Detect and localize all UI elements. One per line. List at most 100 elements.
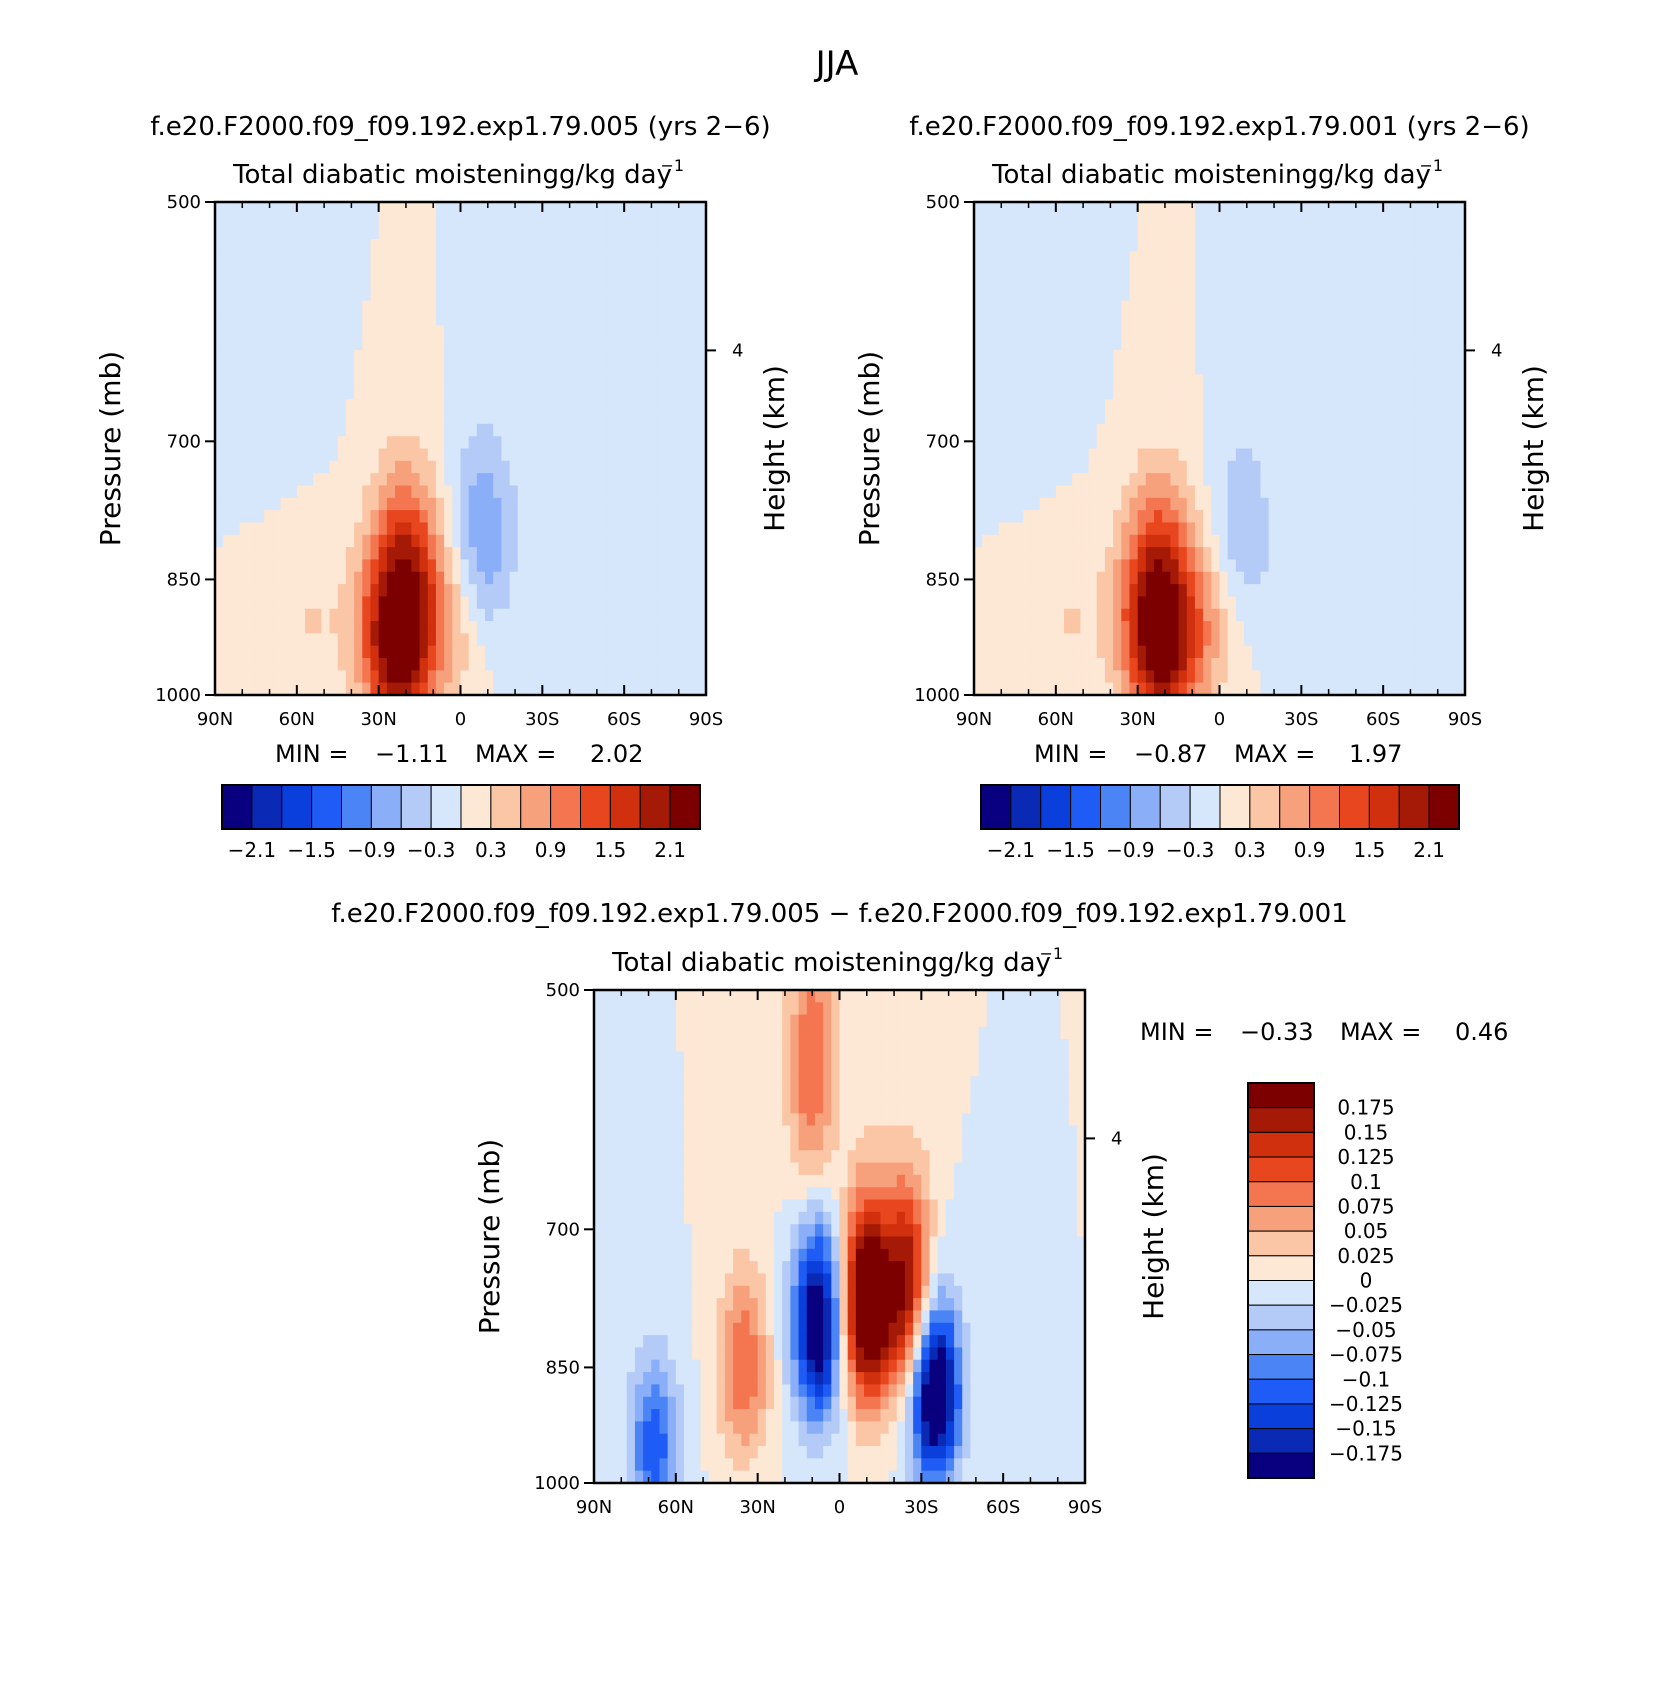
- heatmap-cell: [452, 375, 461, 388]
- heatmap-cell: [641, 276, 650, 289]
- heatmap-cell: [665, 609, 674, 622]
- heatmap-cell: [1089, 350, 1098, 363]
- heatmap-cell: [1260, 596, 1269, 609]
- heatmap-cell: [1408, 449, 1417, 462]
- heatmap-cell: [403, 325, 412, 338]
- heatmap-cell: [1285, 325, 1294, 338]
- heatmap-cell: [264, 584, 273, 597]
- heatmap-cell: [1089, 535, 1098, 548]
- heatmap-cell: [403, 461, 412, 474]
- heatmap-cell: [551, 412, 560, 425]
- heatmap-cell: [444, 621, 453, 634]
- heatmap-cell: [444, 375, 453, 388]
- heatmap-cell: [1211, 399, 1220, 412]
- heatmap-cell: [1203, 239, 1212, 252]
- heatmap-cell: [974, 572, 983, 585]
- heatmap-cell: [1031, 436, 1040, 449]
- heatmap-cell: [420, 251, 429, 264]
- heatmap-cell: [1195, 387, 1204, 400]
- heatmap-cell: [280, 436, 289, 449]
- heatmap-cell: [1080, 227, 1089, 240]
- heatmap-cell: [1064, 449, 1073, 462]
- heatmap-cell: [510, 621, 519, 634]
- heatmap-cell: [1089, 547, 1098, 560]
- heatmap-cell: [1326, 202, 1335, 215]
- heatmap-cell: [1211, 633, 1220, 646]
- heatmap-cell: [1244, 362, 1253, 375]
- heatmap-cell: [493, 522, 502, 535]
- heatmap-cell: [1154, 214, 1163, 227]
- heatmap-cell: [330, 424, 339, 437]
- heatmap-cell: [974, 485, 983, 498]
- heatmap-cell: [1007, 498, 1016, 511]
- heatmap-cell: [575, 350, 584, 363]
- heatmap-cell: [1064, 535, 1073, 548]
- heatmap-cell: [690, 301, 699, 314]
- heatmap-cell: [1195, 313, 1204, 326]
- heatmap-cell: [1023, 559, 1032, 572]
- heatmap-cell: [289, 375, 298, 388]
- heatmap-cell: [1367, 338, 1376, 351]
- heatmap-cell: [575, 227, 584, 240]
- heatmap-cell: [649, 646, 658, 659]
- heatmap-cell: [575, 683, 584, 696]
- colorbar-label: −2.1: [987, 838, 1036, 862]
- heatmap-cell: [1007, 251, 1016, 264]
- heatmap-cell: [1023, 264, 1032, 277]
- heatmap-cell: [256, 202, 265, 215]
- y-axis-label: Pressure (mb): [94, 351, 127, 546]
- heatmap-cell: [248, 350, 257, 363]
- heatmap-cell: [1121, 375, 1130, 388]
- heatmap-cell: [403, 338, 412, 351]
- heatmap-cell: [1400, 436, 1409, 449]
- heatmap-cell: [1375, 313, 1384, 326]
- heatmap-cell: [1203, 498, 1212, 511]
- heatmap-cell: [1056, 621, 1065, 634]
- y-tick-label: 1000: [155, 685, 201, 706]
- heatmap-cell: [1334, 621, 1343, 634]
- heatmap-cell: [444, 547, 453, 560]
- heatmap-cell: [1350, 350, 1359, 363]
- heatmap-cell: [1326, 362, 1335, 375]
- heatmap-cell: [461, 412, 470, 425]
- heatmap-cell: [1228, 683, 1237, 696]
- heatmap-cell: [1260, 362, 1269, 375]
- heatmap-cell: [649, 350, 658, 363]
- heatmap-cell: [1440, 264, 1449, 277]
- heatmap-cell: [1310, 325, 1319, 338]
- heatmap-cell: [583, 264, 592, 277]
- heatmap-cell: [534, 670, 543, 683]
- heatmap-cell: [1170, 633, 1179, 646]
- heatmap-cell: [1269, 387, 1278, 400]
- heatmap-cell: [1228, 473, 1237, 486]
- heatmap-cell: [1203, 658, 1212, 671]
- heatmap-cell: [974, 264, 983, 277]
- heatmap-cell: [673, 510, 682, 523]
- heatmap-cell: [354, 202, 363, 215]
- heatmap-cell: [403, 485, 412, 498]
- heatmap-cell: [1408, 338, 1417, 351]
- heatmap-cell: [624, 449, 633, 462]
- heatmap-cell: [1244, 522, 1253, 535]
- heatmap-cell: [305, 288, 314, 301]
- heatmap-cell: [1293, 646, 1302, 659]
- heatmap-cell: [559, 251, 568, 264]
- heatmap-cell: [1072, 412, 1081, 425]
- heatmap-cell: [551, 239, 560, 252]
- heatmap-cell: [1179, 498, 1188, 511]
- heatmap-cell: [1105, 621, 1114, 634]
- heatmap-cell: [665, 461, 674, 474]
- heatmap-cell: [649, 670, 658, 683]
- heatmap-cell: [248, 461, 257, 474]
- heatmap-cell: [305, 559, 314, 572]
- heatmap-cell: [256, 485, 265, 498]
- heatmap-cell: [567, 412, 576, 425]
- heatmap-cell: [1138, 572, 1147, 585]
- heatmap-cell: [591, 449, 600, 462]
- heatmap-cell: [1195, 535, 1204, 548]
- heatmap-cell: [551, 670, 560, 683]
- heatmap-cell: [240, 436, 249, 449]
- heatmap-cell: [1440, 202, 1449, 215]
- heatmap-cell: [1440, 350, 1449, 363]
- heatmap-cell: [1039, 301, 1048, 314]
